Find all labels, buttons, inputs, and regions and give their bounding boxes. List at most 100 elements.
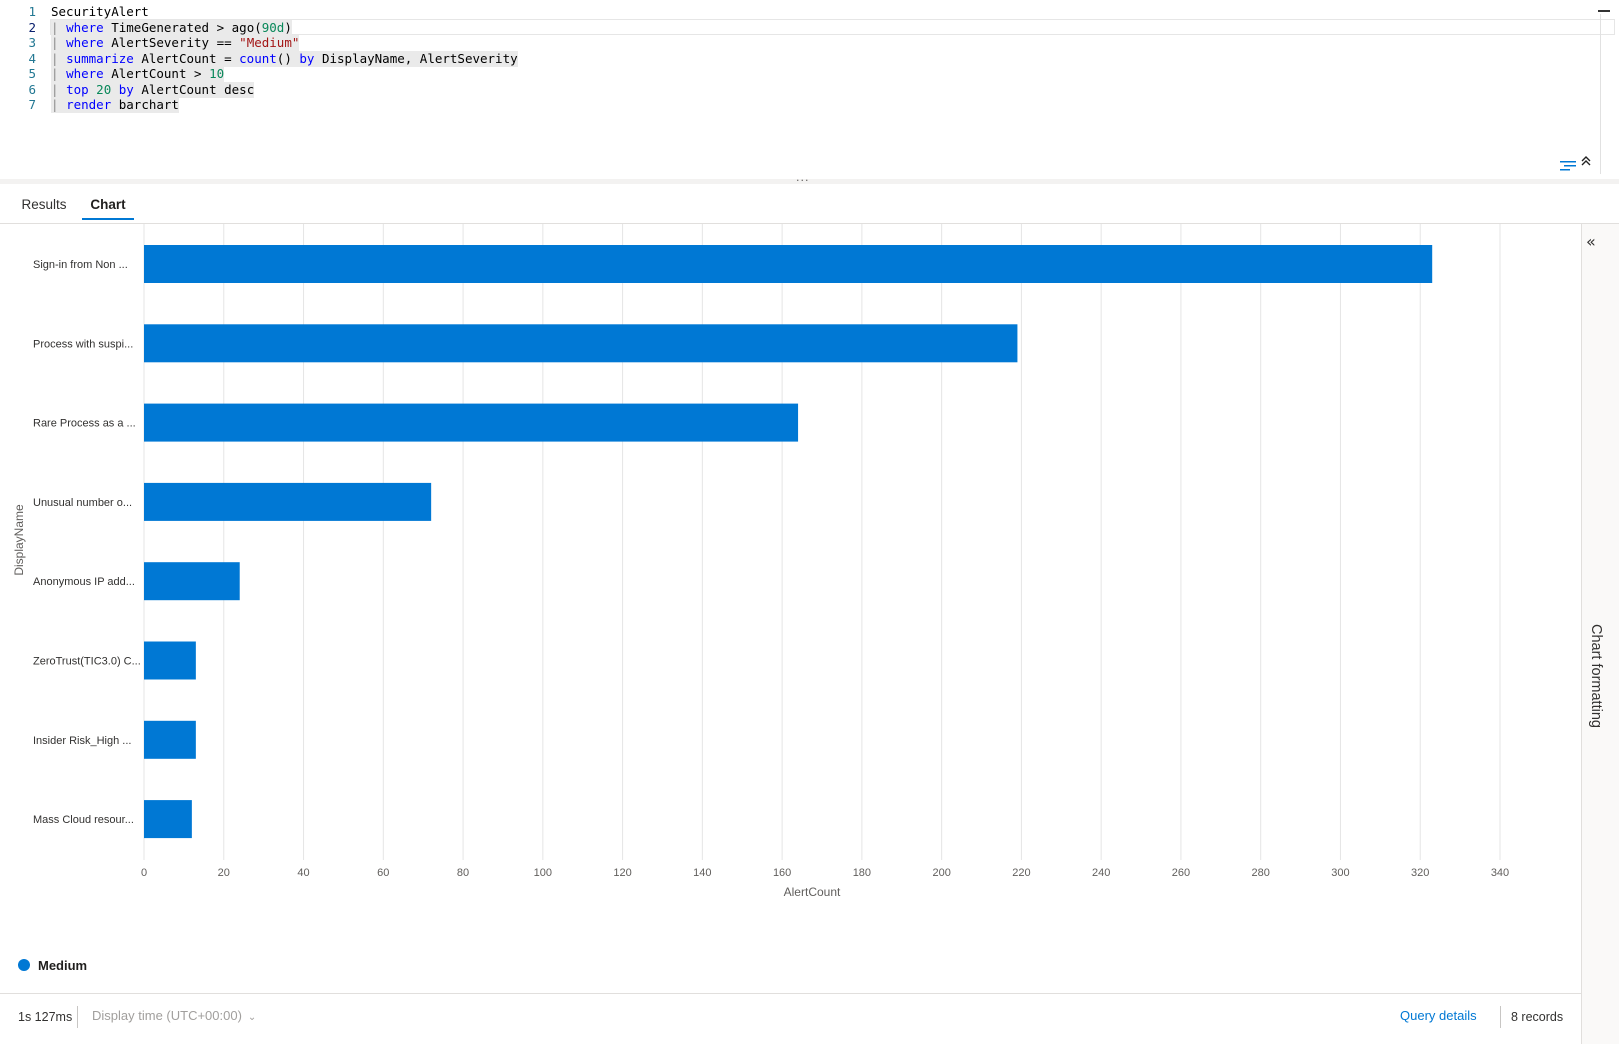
- code-text[interactable]: | where TimeGenerated > ago(90d): [51, 19, 292, 36]
- x-tick-label: 320: [1411, 867, 1429, 879]
- code-token: 20: [96, 81, 112, 97]
- code-token: |: [51, 35, 67, 50]
- code-token: [111, 82, 119, 97]
- active-tab-indicator: [82, 218, 134, 220]
- code-token: |: [51, 19, 67, 35]
- chevron-double-left-icon: «: [1586, 232, 1596, 251]
- records-count: 8 records: [1511, 1010, 1564, 1024]
- x-tick-label: 300: [1331, 867, 1349, 879]
- code-text[interactable]: | summarize AlertCount = count() by Disp…: [51, 50, 518, 67]
- code-text[interactable]: SecurityAlert: [51, 4, 149, 20]
- query-details-link[interactable]: Query details: [1400, 1008, 1477, 1023]
- bar[interactable]: [144, 245, 1433, 283]
- category-label: Sign-in from Non ...: [33, 259, 128, 271]
- code-token: render: [66, 97, 112, 112]
- bars: [144, 245, 1433, 839]
- category-label: Mass Cloud resour...: [33, 814, 134, 826]
- tab-results[interactable]: Results: [21, 197, 67, 212]
- format-query-button[interactable]: [1560, 158, 1578, 172]
- x-tick-label: 0: [141, 867, 147, 879]
- chart-formatting-label[interactable]: Chart formatting: [1588, 624, 1604, 728]
- code-text[interactable]: | where AlertCount > 10: [51, 66, 225, 82]
- code-token: |: [51, 50, 67, 66]
- line-number: 7: [28, 97, 36, 112]
- bar-chart: 0 20 40 60 80 100 120 140 160 180 200 220 240 260 280 3…: [12, 224, 1509, 899]
- bar[interactable]: [144, 324, 1018, 363]
- x-tick-label: 220: [1012, 867, 1030, 879]
- line-number: 1: [28, 4, 36, 19]
- code-token: where: [66, 35, 104, 50]
- code-token: |: [51, 81, 67, 97]
- expand-formatting-panel-button[interactable]: «: [1586, 232, 1602, 252]
- status-bar: 1s 127ms Display time (UTC+00:00) ⌄ Query…: [0, 993, 1581, 1036]
- category-label: ZeroTrust(TIC3.0) C...: [33, 656, 141, 668]
- result-tabs: Results Chart: [0, 190, 1619, 224]
- query-duration: 1s 127ms: [18, 1010, 73, 1024]
- line-number: 4: [28, 50, 36, 66]
- x-tick-label: 340: [1491, 867, 1509, 879]
- x-tick-label: 260: [1172, 867, 1190, 879]
- code-token: AlertCount =: [133, 50, 240, 66]
- chart-legend[interactable]: Medium: [18, 955, 87, 975]
- code-token: 90d: [261, 19, 285, 35]
- code-token: DisplayName, AlertSeverity: [314, 50, 518, 66]
- bar[interactable]: [144, 482, 432, 521]
- bar[interactable]: [144, 641, 196, 680]
- chart-formatting-panel[interactable]: [1581, 224, 1619, 1044]
- pane-splitter[interactable]: [0, 179, 1619, 184]
- editor-scrollbar-thumb[interactable]: [1598, 10, 1610, 12]
- code-token: AlertSeverity ==: [103, 35, 240, 50]
- code-text[interactable]: | top 20 by AlertCount desc: [51, 81, 255, 98]
- divider: [77, 1006, 78, 1028]
- bar[interactable]: [144, 562, 240, 601]
- code-token: summarize: [66, 50, 134, 66]
- y-axis-categories: Sign-in from Non ... Process with suspi..…: [33, 259, 141, 826]
- code-token: ): [284, 19, 292, 35]
- collapse-editor-button[interactable]: [1579, 155, 1593, 171]
- x-tick-label: 100: [534, 867, 552, 879]
- code-token: |: [51, 66, 67, 81]
- code-token: |: [51, 97, 67, 112]
- code-token: where: [66, 19, 104, 35]
- code-token: 10: [209, 66, 225, 81]
- code-token: barchart: [111, 97, 179, 112]
- grid-lines: [143, 224, 1501, 860]
- bar[interactable]: [144, 800, 192, 839]
- x-tick-label: 20: [218, 867, 230, 879]
- tab-chart[interactable]: Chart: [90, 197, 126, 212]
- code-token: TimeGenerated > ago(: [103, 19, 262, 35]
- editor-scrollbar-track[interactable]: [1600, 14, 1601, 174]
- y-axis-title: DisplayName: [12, 504, 26, 576]
- current-line-highlight: [50, 19, 1615, 35]
- code-token: "Medium": [239, 35, 300, 50]
- x-tick-label: 180: [853, 867, 871, 879]
- chevron-down-icon: ⌄: [247, 1012, 257, 1023]
- x-tick-label: 80: [457, 867, 469, 879]
- x-axis-title: AlertCount: [784, 885, 841, 899]
- splitter-handle[interactable]: ···: [796, 174, 810, 187]
- x-tick-label: 120: [613, 867, 631, 879]
- display-time-dropdown[interactable]: Display time (UTC+00:00) ⌄: [92, 1008, 256, 1023]
- x-axis-ticks: 0 20 40 60 80 100 120 140 160 180 200 220 240 260 280 3…: [141, 867, 1509, 879]
- code-token: AlertCount desc: [133, 81, 255, 97]
- legend-label: Medium: [38, 957, 88, 973]
- code-token: count: [239, 50, 277, 66]
- code-token: (): [276, 50, 300, 66]
- legend-swatch: [18, 959, 30, 971]
- code-token: by: [299, 50, 315, 66]
- code-token: where: [66, 66, 104, 81]
- bar[interactable]: [144, 403, 799, 442]
- bar[interactable]: [144, 720, 196, 759]
- category-label: Unusual number o...: [33, 497, 132, 509]
- line-number: 5: [28, 66, 36, 81]
- line-number: 2: [28, 19, 36, 35]
- query-editor[interactable]: 1 SecurityAlert 2 | where TimeGenerated > a…: [0, 0, 1619, 181]
- code-text[interactable]: | render barchart: [51, 97, 179, 113]
- line-number: 6: [28, 81, 36, 97]
- x-tick-label: 60: [377, 867, 389, 879]
- x-tick-label: 40: [297, 867, 309, 879]
- code-token: AlertCount >: [103, 66, 210, 81]
- display-time-label: Display time (UTC+00:00): [92, 1008, 242, 1023]
- code-text[interactable]: | where AlertSeverity == "Medium": [51, 35, 300, 51]
- x-tick-label: 200: [932, 867, 950, 879]
